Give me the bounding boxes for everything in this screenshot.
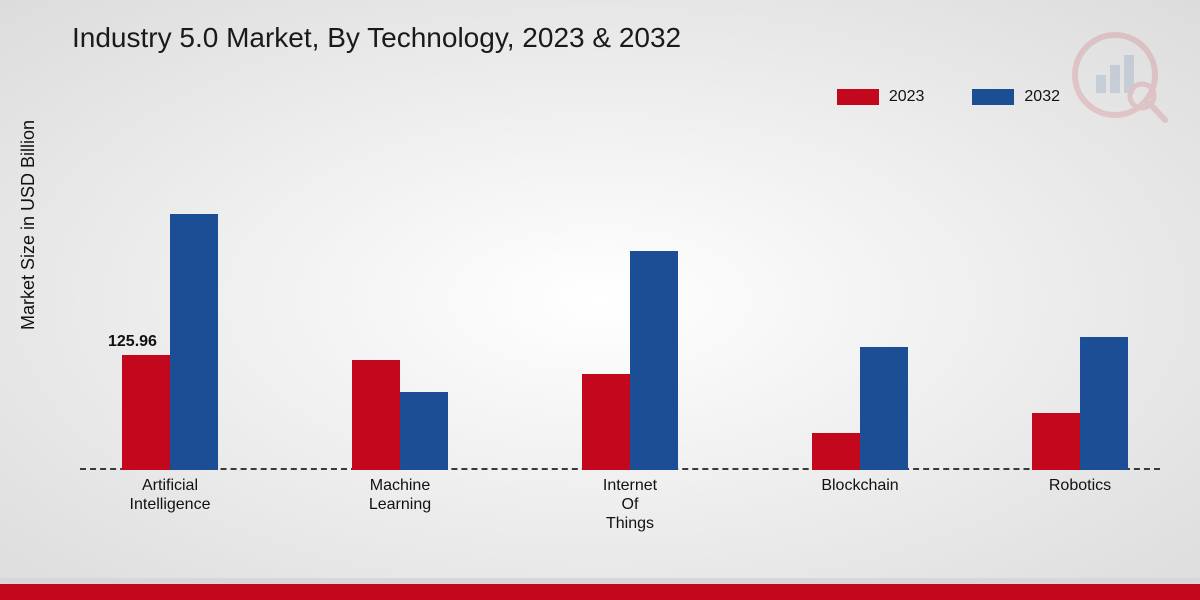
legend-item-2032: 2032	[972, 88, 1060, 106]
legend-label-2032: 2032	[1024, 88, 1060, 106]
plot-area: Artificial IntelligenceMachine LearningI…	[80, 150, 1160, 470]
bar	[582, 374, 630, 470]
bar	[1080, 337, 1128, 470]
brand-logo	[1070, 30, 1170, 130]
legend-swatch-2032	[972, 89, 1014, 105]
category-label: Blockchain	[821, 476, 898, 495]
bar-group: Internet Of Things	[570, 251, 690, 470]
legend: 2023 2032	[837, 88, 1060, 106]
bar	[860, 347, 908, 470]
bar-value-label: 125.96	[108, 333, 157, 351]
bar	[630, 251, 678, 470]
bar	[812, 433, 860, 470]
bar-group: Machine Learning	[340, 360, 460, 470]
bar	[352, 360, 400, 470]
logo-icon	[1070, 30, 1170, 130]
chart-canvas: Industry 5.0 Market, By Technology, 2023…	[0, 0, 1200, 600]
bar-group: Robotics	[1020, 337, 1140, 470]
category-label: Internet Of Things	[603, 476, 657, 534]
legend-item-2023: 2023	[837, 88, 925, 106]
legend-swatch-2023	[837, 89, 879, 105]
y-axis-label: Market Size in USD Billion	[18, 120, 39, 330]
category-label: Machine Learning	[369, 476, 431, 514]
legend-label-2023: 2023	[889, 88, 925, 106]
category-label: Artificial Intelligence	[130, 476, 211, 514]
category-label: Robotics	[1049, 476, 1111, 495]
bar	[170, 214, 218, 470]
bar	[122, 355, 170, 470]
chart-title: Industry 5.0 Market, By Technology, 2023…	[72, 22, 681, 54]
bar-group: Blockchain	[800, 347, 920, 470]
footer-red-strip	[0, 584, 1200, 600]
bar	[1032, 413, 1080, 470]
bar	[400, 392, 448, 470]
